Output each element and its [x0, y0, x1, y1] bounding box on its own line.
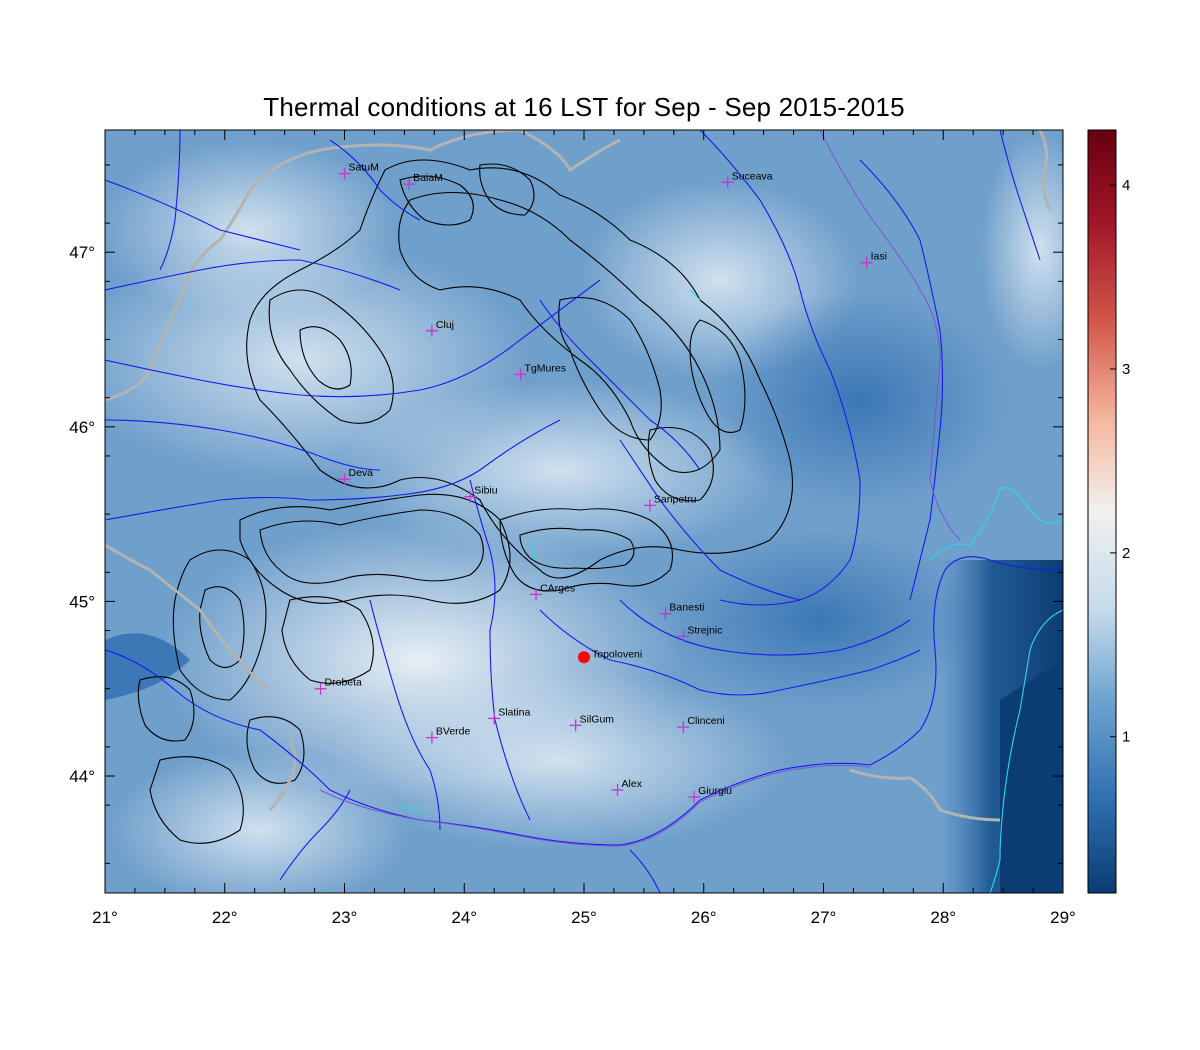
country-borders	[105, 130, 1052, 822]
x-axis: 21° 22° 23° 24° 25° 26° 27° 28° 29°	[92, 130, 1076, 927]
heat-field	[105, 130, 1063, 893]
city-label: Cluj	[436, 319, 454, 331]
y-tick-label: 45°	[69, 592, 95, 611]
colorbar-tick-label: 4	[1122, 177, 1130, 194]
city-label: Alex	[622, 778, 643, 790]
coastline	[399, 289, 1063, 893]
y-tick-label: 46°	[69, 418, 95, 437]
colorbar: 1 2 3 4	[1087, 129, 1130, 894]
map-title: Thermal conditions at 16 LST for Sep - S…	[263, 92, 905, 122]
city-label: Strejnic	[687, 624, 722, 636]
colorbar-ticks: 1 2 3 4	[1110, 177, 1130, 746]
city-label: SilGum	[580, 713, 615, 725]
elevation-contours	[137, 159, 793, 844]
x-tick-label: 29°	[1050, 908, 1076, 927]
x-tick-label: 25°	[571, 908, 597, 927]
x-tick-label: 21°	[92, 908, 118, 927]
city-label: SatuM	[349, 162, 379, 174]
city-label: Suceava	[732, 170, 773, 182]
y-axis: 44° 45° 46° 47°	[69, 164, 1063, 864]
colorbar-gradient	[1087, 129, 1117, 894]
city-label: BaiaM	[413, 172, 443, 184]
city-label: TgMures	[525, 362, 566, 374]
city-label: CArges	[540, 582, 575, 594]
x-tick-label: 28°	[930, 908, 956, 927]
x-tick-label: 22°	[212, 908, 238, 927]
rivers	[105, 130, 1063, 893]
colorbar-tick-label: 1	[1122, 729, 1130, 746]
x-tick-label: 27°	[811, 908, 837, 927]
city-label: Giurgiu	[698, 785, 732, 797]
city-label: Drobeta	[325, 677, 363, 689]
x-tick-label: 26°	[691, 908, 717, 927]
city-label: Sanpetru	[654, 493, 697, 505]
city-label: Iasi	[871, 251, 887, 263]
y-tick-label: 47°	[69, 243, 95, 262]
x-tick-label: 24°	[451, 908, 477, 927]
colorbar-tick-label: 2	[1122, 545, 1130, 562]
city-label: Slatina	[498, 706, 530, 718]
highlight-site: Topoloveni	[578, 648, 642, 664]
colorbar-tick-label: 3	[1122, 361, 1130, 378]
city-markers: SatuM BaiaM Suceava Iasi Cluj TgMures Deva Sibi…	[314, 162, 887, 803]
city-label: Deva	[349, 467, 374, 479]
highlight-label: Topoloveni	[592, 648, 642, 660]
city-label: Banesti	[669, 602, 704, 614]
x-tick-label: 23°	[332, 908, 358, 927]
city-label: Sibiu	[474, 485, 498, 497]
city-label: Clinceni	[687, 715, 724, 727]
highlight-dot	[578, 651, 590, 664]
border-line	[319, 130, 961, 847]
city-label: BVerde	[436, 726, 471, 738]
y-tick-label: 44°	[69, 767, 95, 786]
